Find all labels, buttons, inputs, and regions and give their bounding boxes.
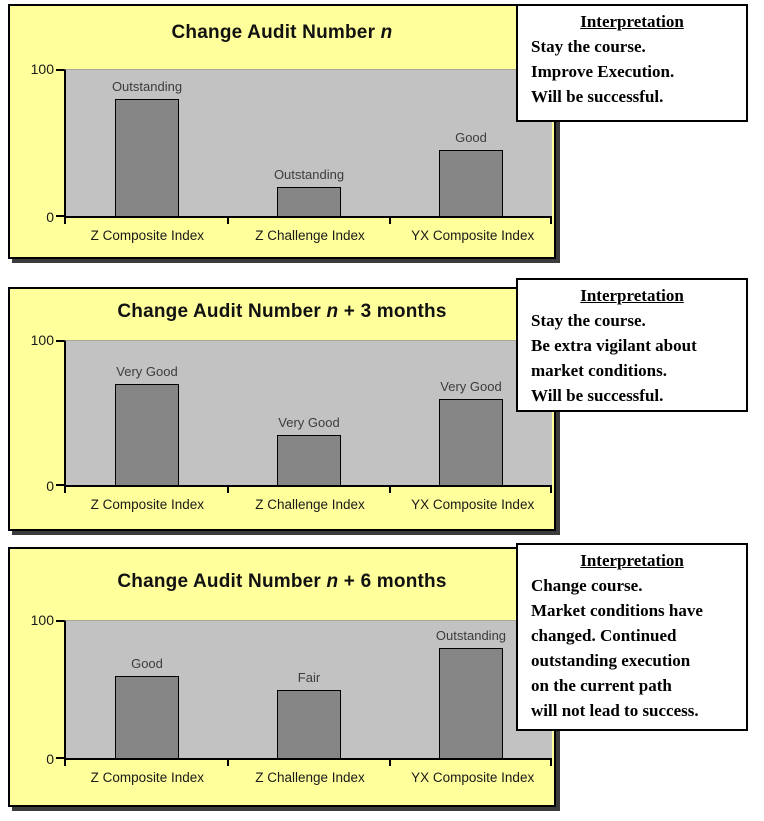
- category-label: Z Composite Index: [90, 770, 204, 785]
- chart-title-variable: n: [326, 571, 339, 592]
- interpretation-box: Interpretation Stay the course. Improve …: [516, 4, 748, 122]
- bar-yx-composite: [438, 150, 503, 216]
- bar-value-label: Outstanding: [273, 166, 345, 182]
- category-axis: Z Composite Index Z Challenge Index YX C…: [66, 228, 554, 243]
- interpretation-line: Will be successful.: [531, 87, 664, 106]
- category-label: Z Composite Index: [90, 497, 204, 512]
- interpretation-heading: Interpretation: [580, 12, 684, 31]
- x-tick: [64, 487, 66, 493]
- x-tick: [64, 218, 66, 224]
- chart-title: Change Audit Number n + 3 months: [10, 301, 554, 323]
- interpretation-heading: Interpretation: [580, 286, 684, 305]
- category-axis: Z Composite Index Z Challenge Index YX C…: [66, 770, 554, 785]
- bar-value-label: Very Good: [116, 364, 178, 380]
- y-axis-label-max: 100: [30, 61, 54, 77]
- y-tick: [56, 484, 64, 486]
- bar-value-label: Very Good: [440, 378, 502, 394]
- y-tick: [56, 215, 64, 217]
- bar-slot: Very Good: [438, 341, 503, 485]
- interpretation-line: Stay the course.: [531, 37, 646, 56]
- y-tick: [56, 69, 64, 71]
- plot-area: Very Good Very Good Very Good: [56, 340, 552, 493]
- bar-slot: Very Good: [277, 341, 341, 485]
- interpretation-line: on the current path: [531, 676, 672, 695]
- y-tick: [56, 757, 64, 759]
- bar-value-label: Very Good: [278, 414, 340, 430]
- chart-title-variable: n: [380, 22, 393, 43]
- bar-z-challenge: [277, 186, 341, 216]
- category-label: YX Composite Index: [411, 228, 535, 243]
- chart-panel-audit-n-plus-3: Change Audit Number n + 3 months 100 0 V…: [8, 287, 556, 531]
- bar-yx-composite: [438, 648, 503, 758]
- interpretation-line: Be extra vigilant about: [531, 336, 697, 355]
- y-axis-label-min: 0: [46, 478, 54, 494]
- bar-slot: Good: [438, 70, 503, 216]
- x-tick: [389, 487, 391, 493]
- interpretation-line: Stay the course.: [531, 311, 646, 330]
- category-label: Z Challenge Index: [255, 228, 365, 243]
- chart-title-suffix: + 6 months: [338, 571, 447, 592]
- y-axis-label-min: 0: [46, 751, 54, 767]
- x-tick: [226, 760, 229, 766]
- plot-area: Good Fair Outstanding: [56, 620, 552, 766]
- x-tick: [550, 487, 552, 493]
- y-tick: [56, 620, 64, 622]
- chart-title-suffix: + 3 months: [338, 301, 447, 322]
- bar-value-label: Fair: [297, 669, 321, 685]
- chart-panel-audit-n-plus-6: Change Audit Number n + 6 months 100 0 G…: [8, 547, 556, 807]
- interpretation-box: Interpretation Stay the course. Be extra…: [516, 278, 748, 412]
- interpretation-box: Interpretation Change course. Market con…: [516, 543, 748, 731]
- x-tick: [389, 760, 391, 766]
- category-label: Z Challenge Index: [255, 770, 365, 785]
- x-tick: [550, 760, 552, 766]
- y-axis-label-min: 0: [46, 209, 54, 225]
- bar-slot: Outstanding: [273, 70, 345, 216]
- x-tick: [64, 760, 66, 766]
- interpretation-line: Will be successful.: [531, 386, 664, 405]
- chart-panel-audit-n: Change Audit Number n 100 0 Outstanding …: [8, 4, 556, 259]
- y-tick: [56, 340, 64, 342]
- chart-title: Change Audit Number n: [10, 22, 554, 44]
- bar-value-label: Outstanding: [435, 628, 507, 644]
- interpretation-line: Market conditions have: [531, 601, 703, 620]
- category-label: Z Challenge Index: [255, 497, 365, 512]
- x-tick: [389, 218, 391, 224]
- chart-title-variable: n: [326, 301, 339, 322]
- x-tick: [226, 218, 229, 224]
- bar-slot: Good: [115, 621, 179, 758]
- bar-yx-composite: [438, 398, 503, 485]
- bar-value-label: Good: [455, 130, 487, 146]
- chart-title-prefix: Change Audit Number: [117, 301, 327, 322]
- y-axis-label-max: 100: [30, 332, 54, 348]
- bar-z-composite: [115, 99, 179, 216]
- chart-title-prefix: Change Audit Number: [171, 22, 381, 43]
- bar-slot: Outstanding: [435, 621, 507, 758]
- chart-title: Change Audit Number n + 6 months: [10, 571, 554, 593]
- bar-slot: Fair: [277, 621, 341, 758]
- category-axis: Z Composite Index Z Challenge Index YX C…: [66, 497, 554, 512]
- bar-value-label: Good: [131, 655, 163, 671]
- x-tick: [226, 487, 229, 493]
- category-label: YX Composite Index: [411, 770, 535, 785]
- bar-value-label: Outstanding: [111, 79, 183, 95]
- bar-z-challenge: [277, 434, 341, 485]
- interpretation-line: outstanding execution: [531, 651, 691, 670]
- bar-slot: Outstanding: [111, 70, 183, 216]
- bar-z-composite: [115, 384, 179, 485]
- bar-z-composite: [115, 675, 179, 758]
- category-label: Z Composite Index: [90, 228, 204, 243]
- x-tick: [550, 218, 552, 224]
- interpretation-heading: Interpretation: [580, 551, 684, 570]
- bar-slot: Very Good: [115, 341, 179, 485]
- chart-title-prefix: Change Audit Number: [117, 571, 327, 592]
- interpretation-line: Improve Execution.: [531, 62, 675, 81]
- interpretation-line: Change course.: [531, 576, 643, 595]
- interpretation-line: changed. Continued: [531, 626, 677, 645]
- interpretation-line: will not lead to success.: [531, 701, 699, 720]
- category-label: YX Composite Index: [411, 497, 535, 512]
- y-axis-label-max: 100: [30, 612, 54, 628]
- plot-area: Outstanding Outstanding Good: [56, 69, 552, 224]
- interpretation-line: market conditions.: [531, 361, 667, 380]
- bar-z-challenge: [277, 689, 341, 758]
